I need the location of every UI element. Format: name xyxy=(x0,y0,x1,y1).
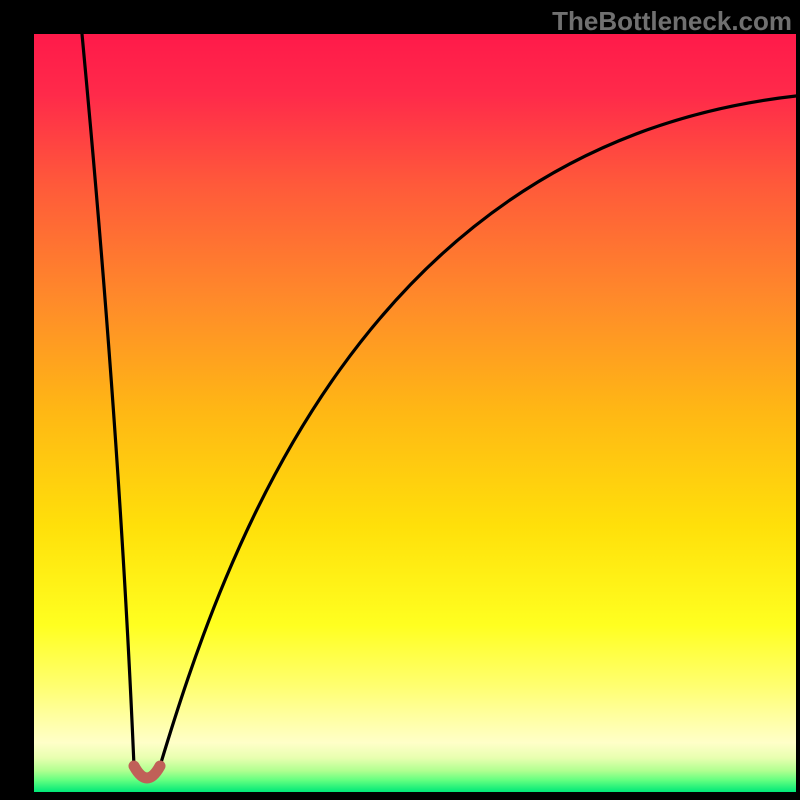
gradient-background xyxy=(34,34,796,792)
bottleneck-curve-plot xyxy=(34,34,796,792)
chart-container: TheBottleneck.com xyxy=(0,0,800,800)
watermark-text: TheBottleneck.com xyxy=(552,6,792,37)
